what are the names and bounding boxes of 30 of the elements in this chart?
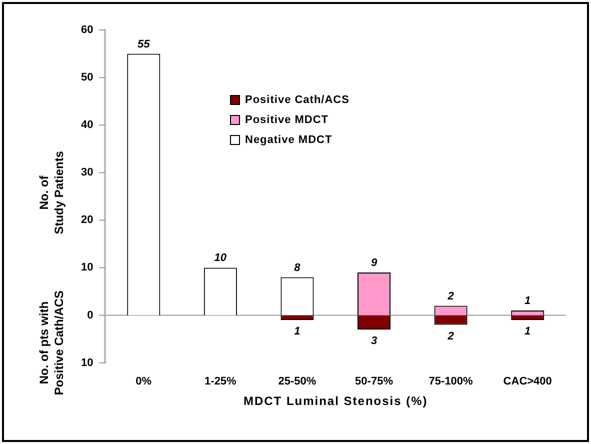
x-axis-title: MDCT Luminal Stenosis (%) bbox=[243, 394, 428, 408]
data-label: 2 bbox=[446, 290, 454, 302]
legend-label: Negative MDCT bbox=[245, 134, 332, 146]
data-label: 55 bbox=[138, 38, 151, 50]
x-tick-label: 75-100% bbox=[428, 375, 474, 388]
y-tick-label: 0 bbox=[87, 309, 94, 322]
data-label: 2 bbox=[446, 330, 454, 342]
data-label: 3 bbox=[370, 335, 378, 348]
legend-label: Positive MDCT bbox=[245, 114, 329, 126]
x-tick-label: 1-25% bbox=[204, 375, 237, 388]
data-label: 1 bbox=[294, 326, 300, 338]
text: No. of pts with Positive Cath/ACS bbox=[36, 290, 66, 396]
data-label: 9 bbox=[370, 257, 378, 269]
y-tick-label: 20 bbox=[80, 214, 94, 226]
y-tick-label: 30 bbox=[80, 166, 94, 179]
y-tick-label: 60 bbox=[80, 24, 94, 36]
data-label: 1 bbox=[524, 295, 531, 308]
data-label: 1 bbox=[524, 326, 531, 338]
data-label: 8 bbox=[294, 262, 302, 274]
legend-label: Positive Cath/ACS bbox=[245, 94, 350, 106]
y-tick-label: 10 bbox=[80, 356, 94, 369]
data-label: 10 bbox=[214, 252, 228, 264]
y-tick-label: 40 bbox=[80, 119, 94, 132]
x-tick-label: CAC>400 bbox=[503, 375, 552, 388]
y-tick-label: 50 bbox=[80, 72, 94, 84]
y-tick-label: 10 bbox=[80, 262, 94, 274]
y-axis-title: No. of Study Patients bbox=[36, 150, 66, 234]
x-tick-label: 25-50% bbox=[278, 375, 316, 388]
x-tick-label: 0% bbox=[136, 375, 152, 388]
x-tick-label: 50-75% bbox=[355, 375, 394, 388]
